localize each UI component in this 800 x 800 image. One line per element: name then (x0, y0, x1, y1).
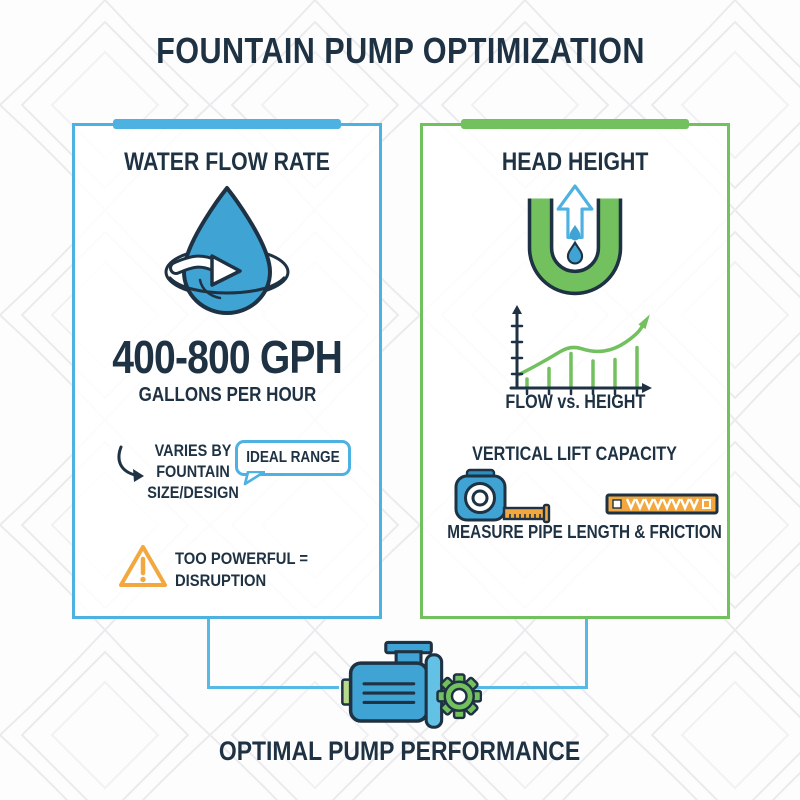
ruler-icon (605, 493, 719, 515)
measure-caption: MEASURE PIPE LENGTH & FRICTION (447, 522, 722, 542)
right-connector-vertical (585, 619, 588, 689)
head-height-panel: HEAD HEIGHT FLOW vs. HEIGHT VERTICAL LIF… (420, 119, 730, 619)
panel-accent-bar (461, 119, 689, 129)
flow-rate-note: VARIES BY FOUNTAIN SIZE/DESIGN (147, 441, 239, 502)
warning-triangle-icon (119, 545, 167, 587)
speech-bubble-tail (243, 471, 265, 486)
u-pipe-lift-icon (527, 184, 623, 296)
panel-accent-bar (113, 119, 341, 129)
right-connector-horizontal (470, 686, 588, 689)
left-connector-vertical (207, 619, 210, 689)
water-flow-rate-panel: WATER FLOW RATE 400-800 GPH GALLONS PER … (72, 119, 382, 619)
flow-rate-value: 400-800 GPH (112, 331, 343, 383)
flow-rate-caption: GALLONS PER HOUR (138, 384, 316, 406)
footer-label: OPTIMAL PUMP PERFORMANCE (219, 736, 581, 766)
right-panel-title: HEAD HEIGHT (501, 148, 649, 176)
ideal-range-badge: IDEAL RANGE (235, 440, 351, 486)
curved-arrow-icon (117, 445, 144, 482)
page-title: FOUNTAIN PUMP OPTIMIZATION (155, 30, 645, 71)
warning-text: TOO POWERFUL = DISRUPTION (175, 549, 308, 590)
left-panel-title: WATER FLOW RATE (124, 148, 330, 176)
left-connector-horizontal (207, 686, 339, 689)
water-drop-rotation-icon (164, 186, 290, 315)
flow-height-chart (509, 305, 652, 396)
chart-label: FLOW vs. HEIGHT (505, 392, 645, 413)
vertical-lift-subtitle: VERTICAL LIFT CAPACITY (472, 444, 678, 465)
tape-measure-icon (454, 468, 551, 524)
pump-gear-icon (341, 640, 482, 729)
